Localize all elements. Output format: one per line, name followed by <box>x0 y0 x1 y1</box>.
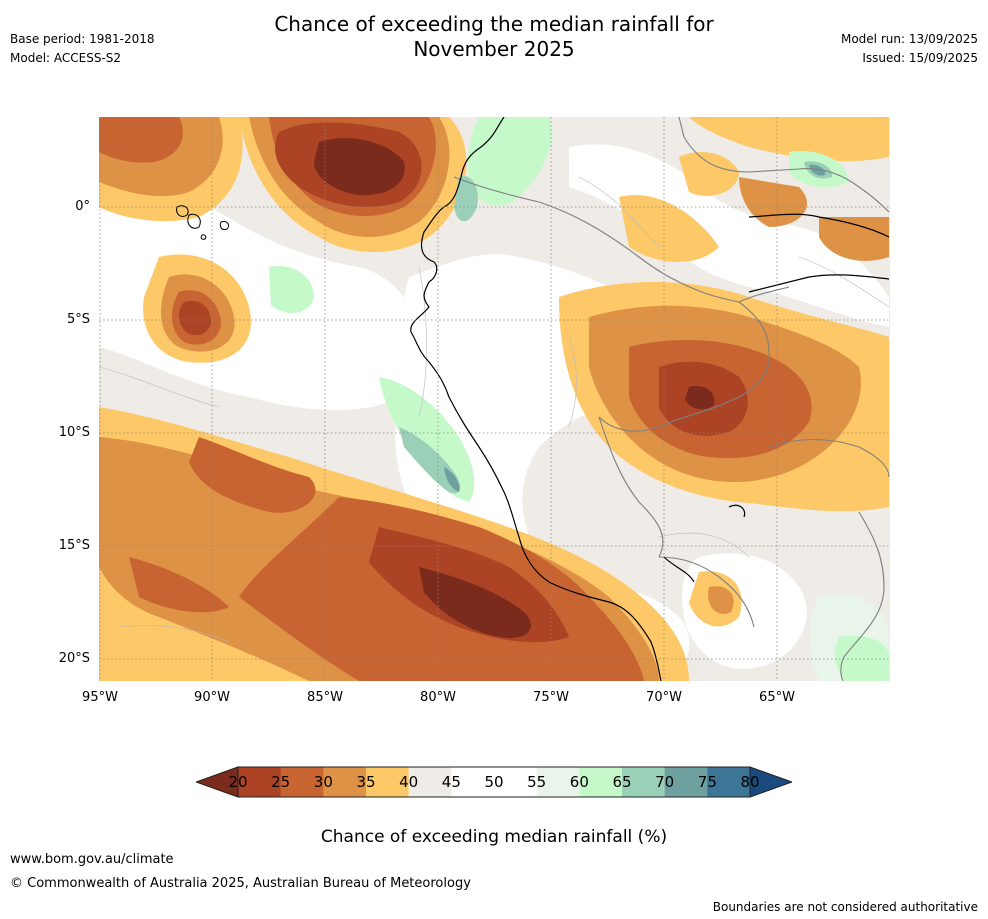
boundaries-disclaimer: Boundaries are not considered authoritat… <box>712 900 978 914</box>
colorbar-segment <box>451 767 495 797</box>
colorbar-segment <box>494 767 538 797</box>
colorbar-segment <box>579 767 623 797</box>
model-run: Model run: 13/09/2025 <box>840 32 978 46</box>
copyright-text: © Commonwealth of Australia 2025, Austra… <box>10 876 471 891</box>
colorbar-segment <box>536 767 580 797</box>
rainfall-map <box>99 117 890 681</box>
colorbar-segment <box>707 767 751 797</box>
lat-label-5s: 5°S <box>66 312 90 327</box>
lat-label-15s: 15°S <box>58 538 90 553</box>
lon-label-95w: 95°W <box>82 690 118 705</box>
colorbar-label: Chance of exceeding median rainfall (%) <box>320 827 668 847</box>
colorbar-tick-label: 50 <box>484 773 504 791</box>
lon-label-80w: 80°W <box>420 690 456 705</box>
country-borders <box>453 117 890 681</box>
colorbar-segment <box>323 767 367 797</box>
base-period: Base period: 1981-2018 <box>10 32 155 46</box>
colorbar <box>196 766 792 798</box>
colorbar-tick-label: 80 <box>740 773 760 791</box>
colorbar-tick-label: 65 <box>612 773 632 791</box>
lon-label-90w: 90°W <box>194 690 230 705</box>
colorbar-segment <box>408 767 452 797</box>
model-name: Model: ACCESS-S2 <box>10 51 122 65</box>
lon-label-75w: 75°W <box>533 690 569 705</box>
lat-label-0: 0° <box>75 199 90 214</box>
colorbar-tick-label: 20 <box>228 773 248 791</box>
title-line-2: November 2025 <box>413 37 575 61</box>
colorbar-segment <box>366 767 410 797</box>
colorbar-segment <box>238 767 282 797</box>
colorbar-segment <box>664 767 708 797</box>
colorbar-tick-label: 55 <box>527 773 547 791</box>
colorbar-tick-label: 60 <box>569 773 589 791</box>
lon-label-70w: 70°W <box>646 690 682 705</box>
colorbar-tick-label: 35 <box>356 773 376 791</box>
colorbar-tick-label: 45 <box>441 773 461 791</box>
colorbar-tick-label: 25 <box>271 773 291 791</box>
website-url[interactable]: www.bom.gov.au/climate <box>10 852 174 867</box>
colorbar-tick-label: 40 <box>399 773 419 791</box>
colorbar-segment <box>280 767 324 797</box>
issued-date: Issued: 15/09/2025 <box>862 51 978 65</box>
coastline <box>410 117 890 681</box>
lat-label-20s: 20°S <box>58 651 90 666</box>
galapagos-islands <box>176 205 230 240</box>
contour-lines <box>99 176 890 643</box>
map-title: Chance of exceeding the median rainfall … <box>0 12 988 62</box>
colorbar-segment <box>622 767 666 797</box>
colorbar-tick-label: 70 <box>655 773 675 791</box>
colorbar-outline <box>237 766 751 798</box>
title-line-1: Chance of exceeding the median rainfall … <box>274 12 714 36</box>
lon-label-65w: 65°W <box>759 690 795 705</box>
below-normal-extreme <box>314 138 715 638</box>
lat-label-10s: 10°S <box>58 425 90 440</box>
colorbar-tick-label: 75 <box>697 773 717 791</box>
lon-label-85w: 85°W <box>307 690 343 705</box>
colorbar-tick-label: 30 <box>313 773 333 791</box>
